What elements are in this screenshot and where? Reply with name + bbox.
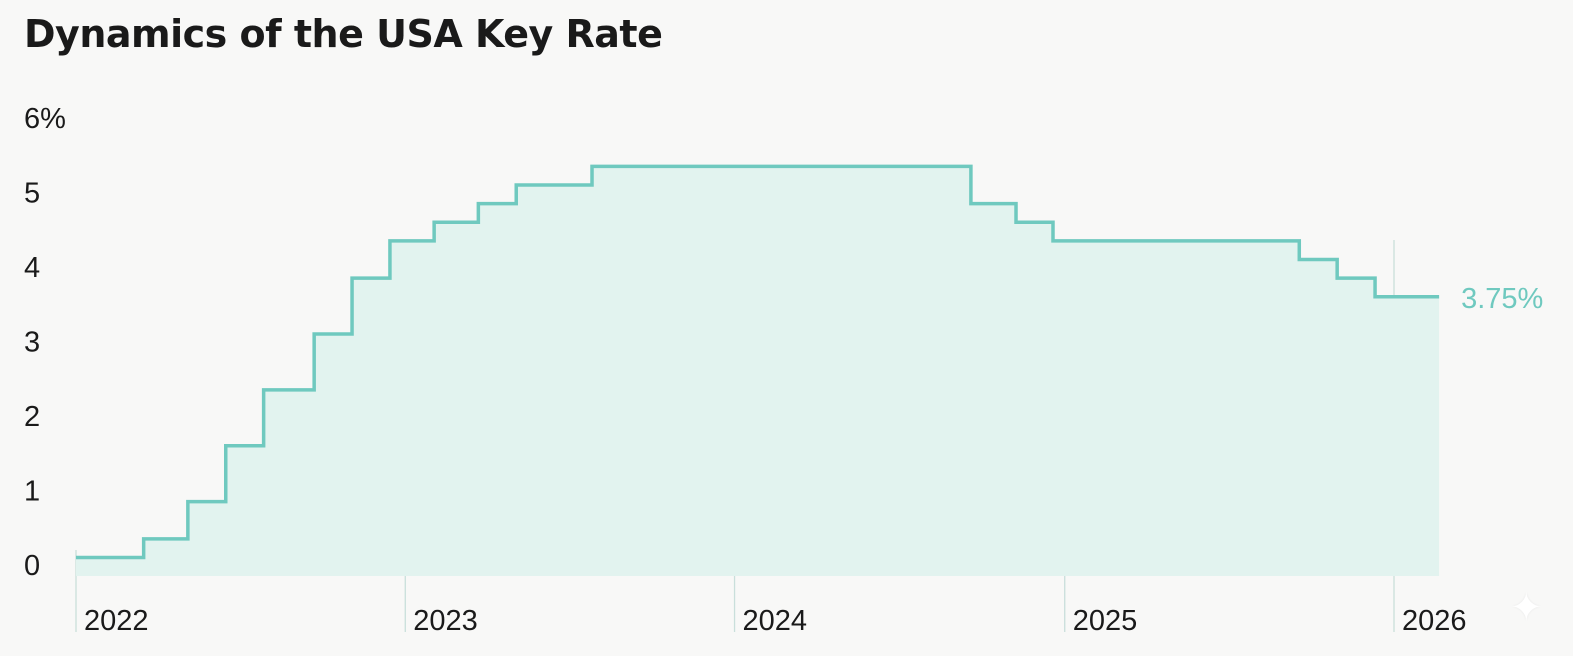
y-axis: 6% 5 4 3 2 1 0: [24, 103, 66, 582]
end-value-label: 3.75%: [1461, 283, 1543, 315]
y-tick-label: 0: [24, 550, 40, 582]
y-tick-label: 1: [24, 476, 40, 508]
y-tick-label: 4: [24, 252, 40, 284]
sparkle-icon: ✦: [1509, 586, 1543, 630]
y-tick-label: 2: [24, 401, 40, 433]
x-tick-label: 2022: [84, 605, 149, 637]
rate-step-line: [76, 164, 1440, 560]
x-tick-label: 2025: [1073, 605, 1138, 637]
y-tick-label: 3: [24, 327, 40, 359]
x-tick-label: 2026: [1402, 605, 1467, 637]
x-tick-label: 2024: [743, 605, 808, 637]
y-tick-label: 6%: [24, 103, 66, 135]
x-tick-label: 2023: [413, 605, 478, 637]
rate-area-fill: [76, 166, 1440, 577]
chart-title: Dynamics of the USA Key Rate: [24, 12, 663, 56]
x-axis: 2022 2023 2024 2025 2026: [84, 605, 1467, 637]
y-tick-label: 5: [24, 178, 40, 210]
